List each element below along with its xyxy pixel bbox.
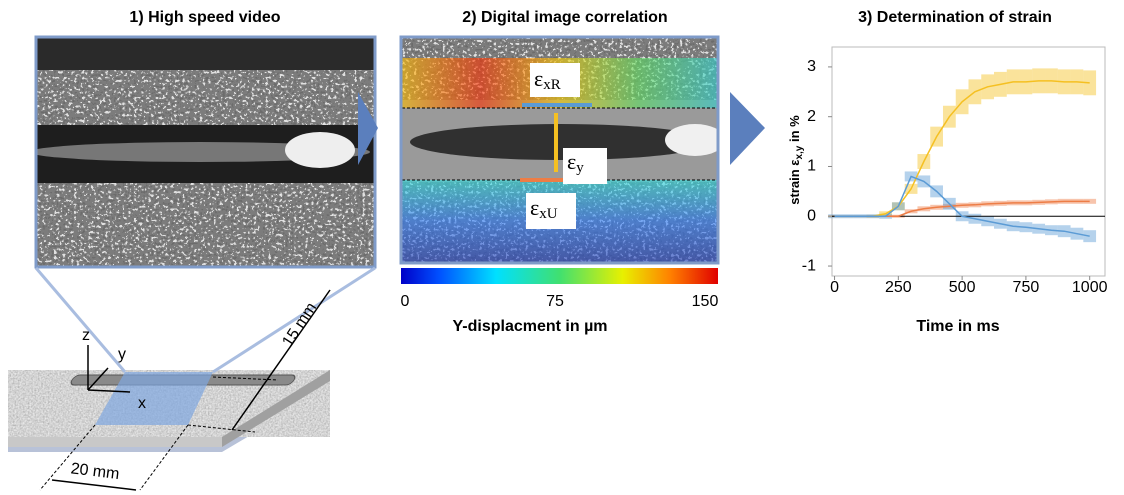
band bbox=[1083, 230, 1096, 242]
y-tick-label: 0 bbox=[807, 207, 816, 224]
y-label-sub: x,y bbox=[794, 145, 805, 159]
subscript: y bbox=[576, 160, 584, 176]
series-line bbox=[835, 81, 1090, 216]
dimension: 20 mm bbox=[70, 460, 121, 483]
subscript: xR bbox=[543, 77, 561, 93]
axis-letter: y bbox=[118, 346, 126, 363]
y-label-part: strain ε bbox=[787, 160, 802, 205]
y-tick-label: 3 bbox=[807, 58, 816, 75]
page: 1) High speed video 2) Digital image cor… bbox=[0, 0, 1124, 495]
colorbar-tick-label: 0 bbox=[401, 293, 410, 310]
figure: 1) High speed video 2) Digital image cor… bbox=[0, 0, 1124, 495]
panel-title: 1) High speed video bbox=[129, 9, 280, 26]
panel-title: 2) Digital image correlation bbox=[462, 9, 667, 26]
y-tick-label: 2 bbox=[807, 108, 816, 125]
x-tick-label: 1000 bbox=[1072, 279, 1108, 296]
subscript: xU bbox=[539, 206, 558, 222]
colorbar bbox=[401, 268, 718, 284]
y-tick-label: -1 bbox=[802, 257, 816, 274]
y-axis-label: strain εx,y in % bbox=[787, 115, 804, 205]
x-tick-label: 250 bbox=[885, 279, 912, 296]
strain-chart: -1 0 1 2 3 0 250 500 750 1000 bbox=[802, 47, 1108, 296]
colorbar-tick-label: 75 bbox=[546, 293, 564, 310]
symbol: ε bbox=[530, 195, 539, 220]
x-axis-label: Time in ms bbox=[916, 318, 999, 335]
y-label-part: in % bbox=[787, 115, 802, 146]
arrow bbox=[730, 92, 765, 165]
video-frame bbox=[30, 38, 374, 266]
x-tick-label: 750 bbox=[1013, 279, 1040, 296]
specimen bbox=[8, 268, 375, 490]
arrow bbox=[358, 110, 366, 146]
y-tick-label: 1 bbox=[807, 158, 816, 175]
colorbar-tick-label: 150 bbox=[692, 293, 719, 310]
axis-letter: z bbox=[82, 327, 90, 344]
axis-letter: x bbox=[138, 395, 146, 412]
x-tick-label: 500 bbox=[949, 279, 976, 296]
colorbar-label: Y-displacment in µm bbox=[452, 318, 607, 335]
symbol: ε bbox=[534, 66, 543, 91]
chart-title: 3) Determination of strain bbox=[858, 9, 1052, 26]
symbol: ε bbox=[567, 149, 576, 174]
colorbar-ticks: 0 75 150 bbox=[401, 293, 719, 310]
x-tick-label: 0 bbox=[830, 279, 839, 296]
